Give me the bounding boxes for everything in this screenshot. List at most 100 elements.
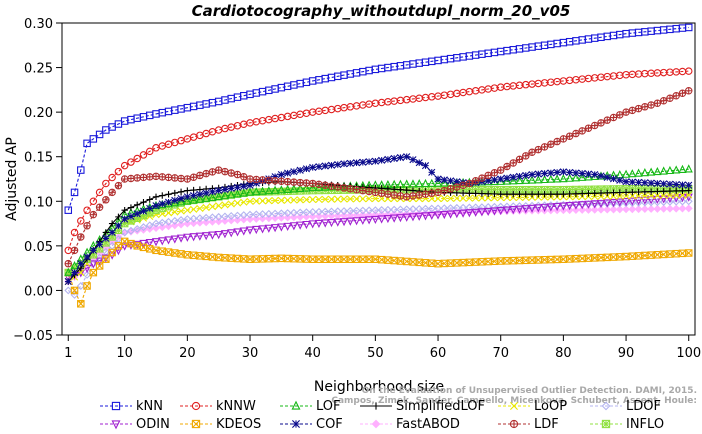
data-point	[578, 201, 587, 210]
data-point	[678, 164, 687, 173]
data-point	[328, 182, 335, 190]
data-point	[679, 90, 686, 97]
data-point	[666, 187, 674, 195]
y-axis: −0.05 0.00 0.05 0.10 0.15 0.20 0.25 0.30	[13, 17, 62, 344]
data-point	[164, 236, 173, 245]
data-point	[666, 180, 674, 188]
data-point	[190, 186, 197, 194]
data-point	[170, 216, 179, 225]
data-point	[102, 196, 110, 203]
data-point	[660, 180, 668, 188]
data-point	[64, 269, 72, 277]
data-point	[96, 245, 104, 253]
data-point	[296, 255, 304, 263]
data-point	[284, 178, 291, 185]
watermark-line-2: Campos, Zimek, Sander, Campello, Micenko…	[331, 396, 697, 406]
data-point	[684, 249, 693, 257]
data-point	[653, 166, 662, 176]
data-point	[127, 212, 135, 221]
data-point	[521, 201, 530, 210]
data-point	[126, 226, 135, 235]
data-point	[191, 401, 201, 411]
data-point	[64, 277, 72, 286]
plot-area	[61, 22, 696, 336]
data-point	[121, 215, 129, 223]
data-point	[647, 188, 655, 195]
data-point	[609, 175, 618, 183]
data-point	[89, 197, 98, 206]
series-line	[67, 194, 689, 282]
data-point	[77, 217, 85, 225]
data-point	[289, 213, 298, 222]
legend-label: KDEOS	[216, 417, 261, 432]
data-point	[102, 179, 110, 188]
data-point	[321, 212, 330, 221]
legend-label: LDF	[534, 417, 559, 432]
data-point	[102, 239, 110, 247]
data-point	[102, 234, 110, 243]
data-point	[597, 189, 605, 197]
data-point	[459, 209, 468, 218]
data-point	[372, 189, 379, 196]
data-point	[622, 192, 630, 200]
data-point	[647, 198, 656, 207]
data-point	[672, 191, 680, 199]
data-point	[146, 173, 153, 181]
data-point	[121, 175, 128, 183]
data-point	[478, 174, 486, 182]
x-tick-label: 100	[676, 346, 701, 361]
data-point	[584, 200, 593, 209]
data-point	[440, 210, 449, 220]
data-point	[334, 195, 342, 203]
data-point	[346, 206, 355, 215]
data-point	[427, 204, 436, 213]
data-point	[472, 186, 480, 194]
data-point	[96, 240, 104, 248]
data-point	[384, 155, 392, 163]
data-point	[291, 400, 301, 410]
data-point	[159, 173, 166, 181]
data-point	[641, 192, 649, 200]
data-point	[214, 191, 223, 201]
data-point	[672, 250, 680, 258]
data-point	[190, 174, 197, 181]
data-point	[133, 242, 141, 250]
data-point	[133, 154, 141, 163]
data-point	[83, 139, 91, 148]
legend-label: INFLO	[626, 417, 664, 432]
data-point	[322, 182, 329, 189]
data-point	[327, 255, 336, 263]
data-point	[215, 253, 223, 262]
data-point	[121, 207, 128, 214]
x-tick-label: 40	[304, 346, 321, 361]
data-point	[497, 194, 505, 202]
data-point	[221, 254, 229, 262]
data-point	[108, 189, 116, 196]
data-point	[271, 188, 279, 196]
data-point	[491, 169, 498, 176]
data-point	[584, 205, 593, 214]
data-point	[283, 222, 292, 231]
data-point	[566, 190, 573, 198]
data-point	[540, 169, 549, 178]
data-point	[95, 188, 104, 197]
data-point	[609, 253, 618, 261]
data-point	[497, 257, 505, 265]
data-point	[77, 300, 85, 308]
data-point	[365, 195, 373, 203]
data-point	[402, 213, 411, 222]
data-point	[659, 166, 668, 175]
data-point	[616, 192, 624, 200]
data-point	[653, 251, 661, 259]
data-point	[622, 205, 631, 214]
data-point	[497, 186, 505, 194]
data-point	[446, 194, 455, 203]
data-point	[409, 258, 417, 266]
data-point	[596, 199, 606, 208]
data-point	[220, 230, 230, 239]
data-point	[610, 114, 617, 121]
data-point	[108, 228, 116, 237]
data-point	[359, 195, 367, 203]
data-point	[315, 195, 323, 204]
data-point	[189, 219, 198, 228]
